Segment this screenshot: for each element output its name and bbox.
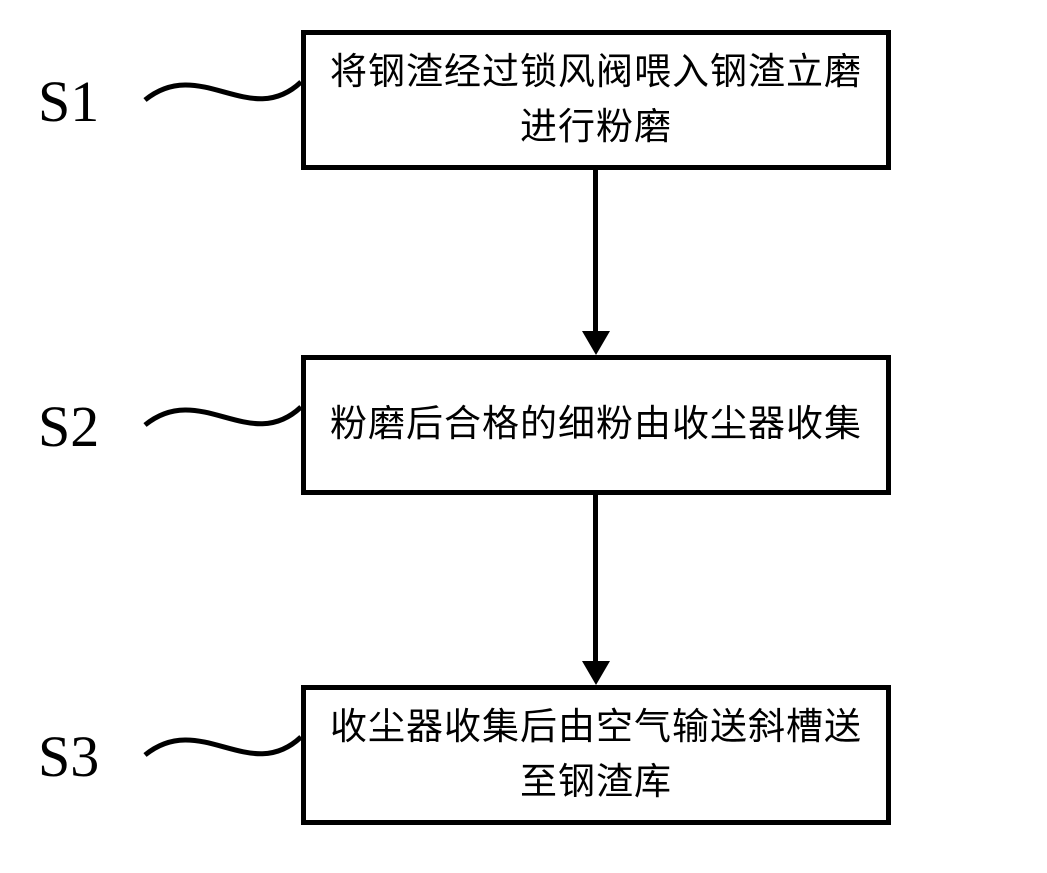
flowchart-step-s3: 收尘器收集后由空气输送斜槽送至钢渣库	[301, 685, 891, 825]
flowchart-step-s2: 粉磨后合格的细粉由收尘器收集	[301, 355, 891, 495]
arrow-line-icon	[593, 170, 598, 332]
connector-s3	[145, 737, 301, 755]
step-label-s2: S2	[38, 393, 99, 460]
step-text-s2: 粉磨后合格的细粉由收尘器收集	[330, 397, 862, 453]
connector-s2	[145, 407, 301, 425]
arrow-head-icon	[582, 331, 610, 355]
step-label-s1: S1	[38, 68, 99, 135]
flowchart-step-s1: 将钢渣经过锁风阀喂入钢渣立磨进行粉磨	[301, 30, 891, 170]
connector-s1	[145, 82, 301, 100]
arrow-head-icon	[582, 661, 610, 685]
step-text-s1: 将钢渣经过锁风阀喂入钢渣立磨进行粉磨	[328, 45, 864, 156]
arrow-line-icon	[593, 495, 598, 662]
step-text-s3: 收尘器收集后由空气输送斜槽送至钢渣库	[328, 700, 864, 811]
step-label-s3: S3	[38, 723, 99, 790]
